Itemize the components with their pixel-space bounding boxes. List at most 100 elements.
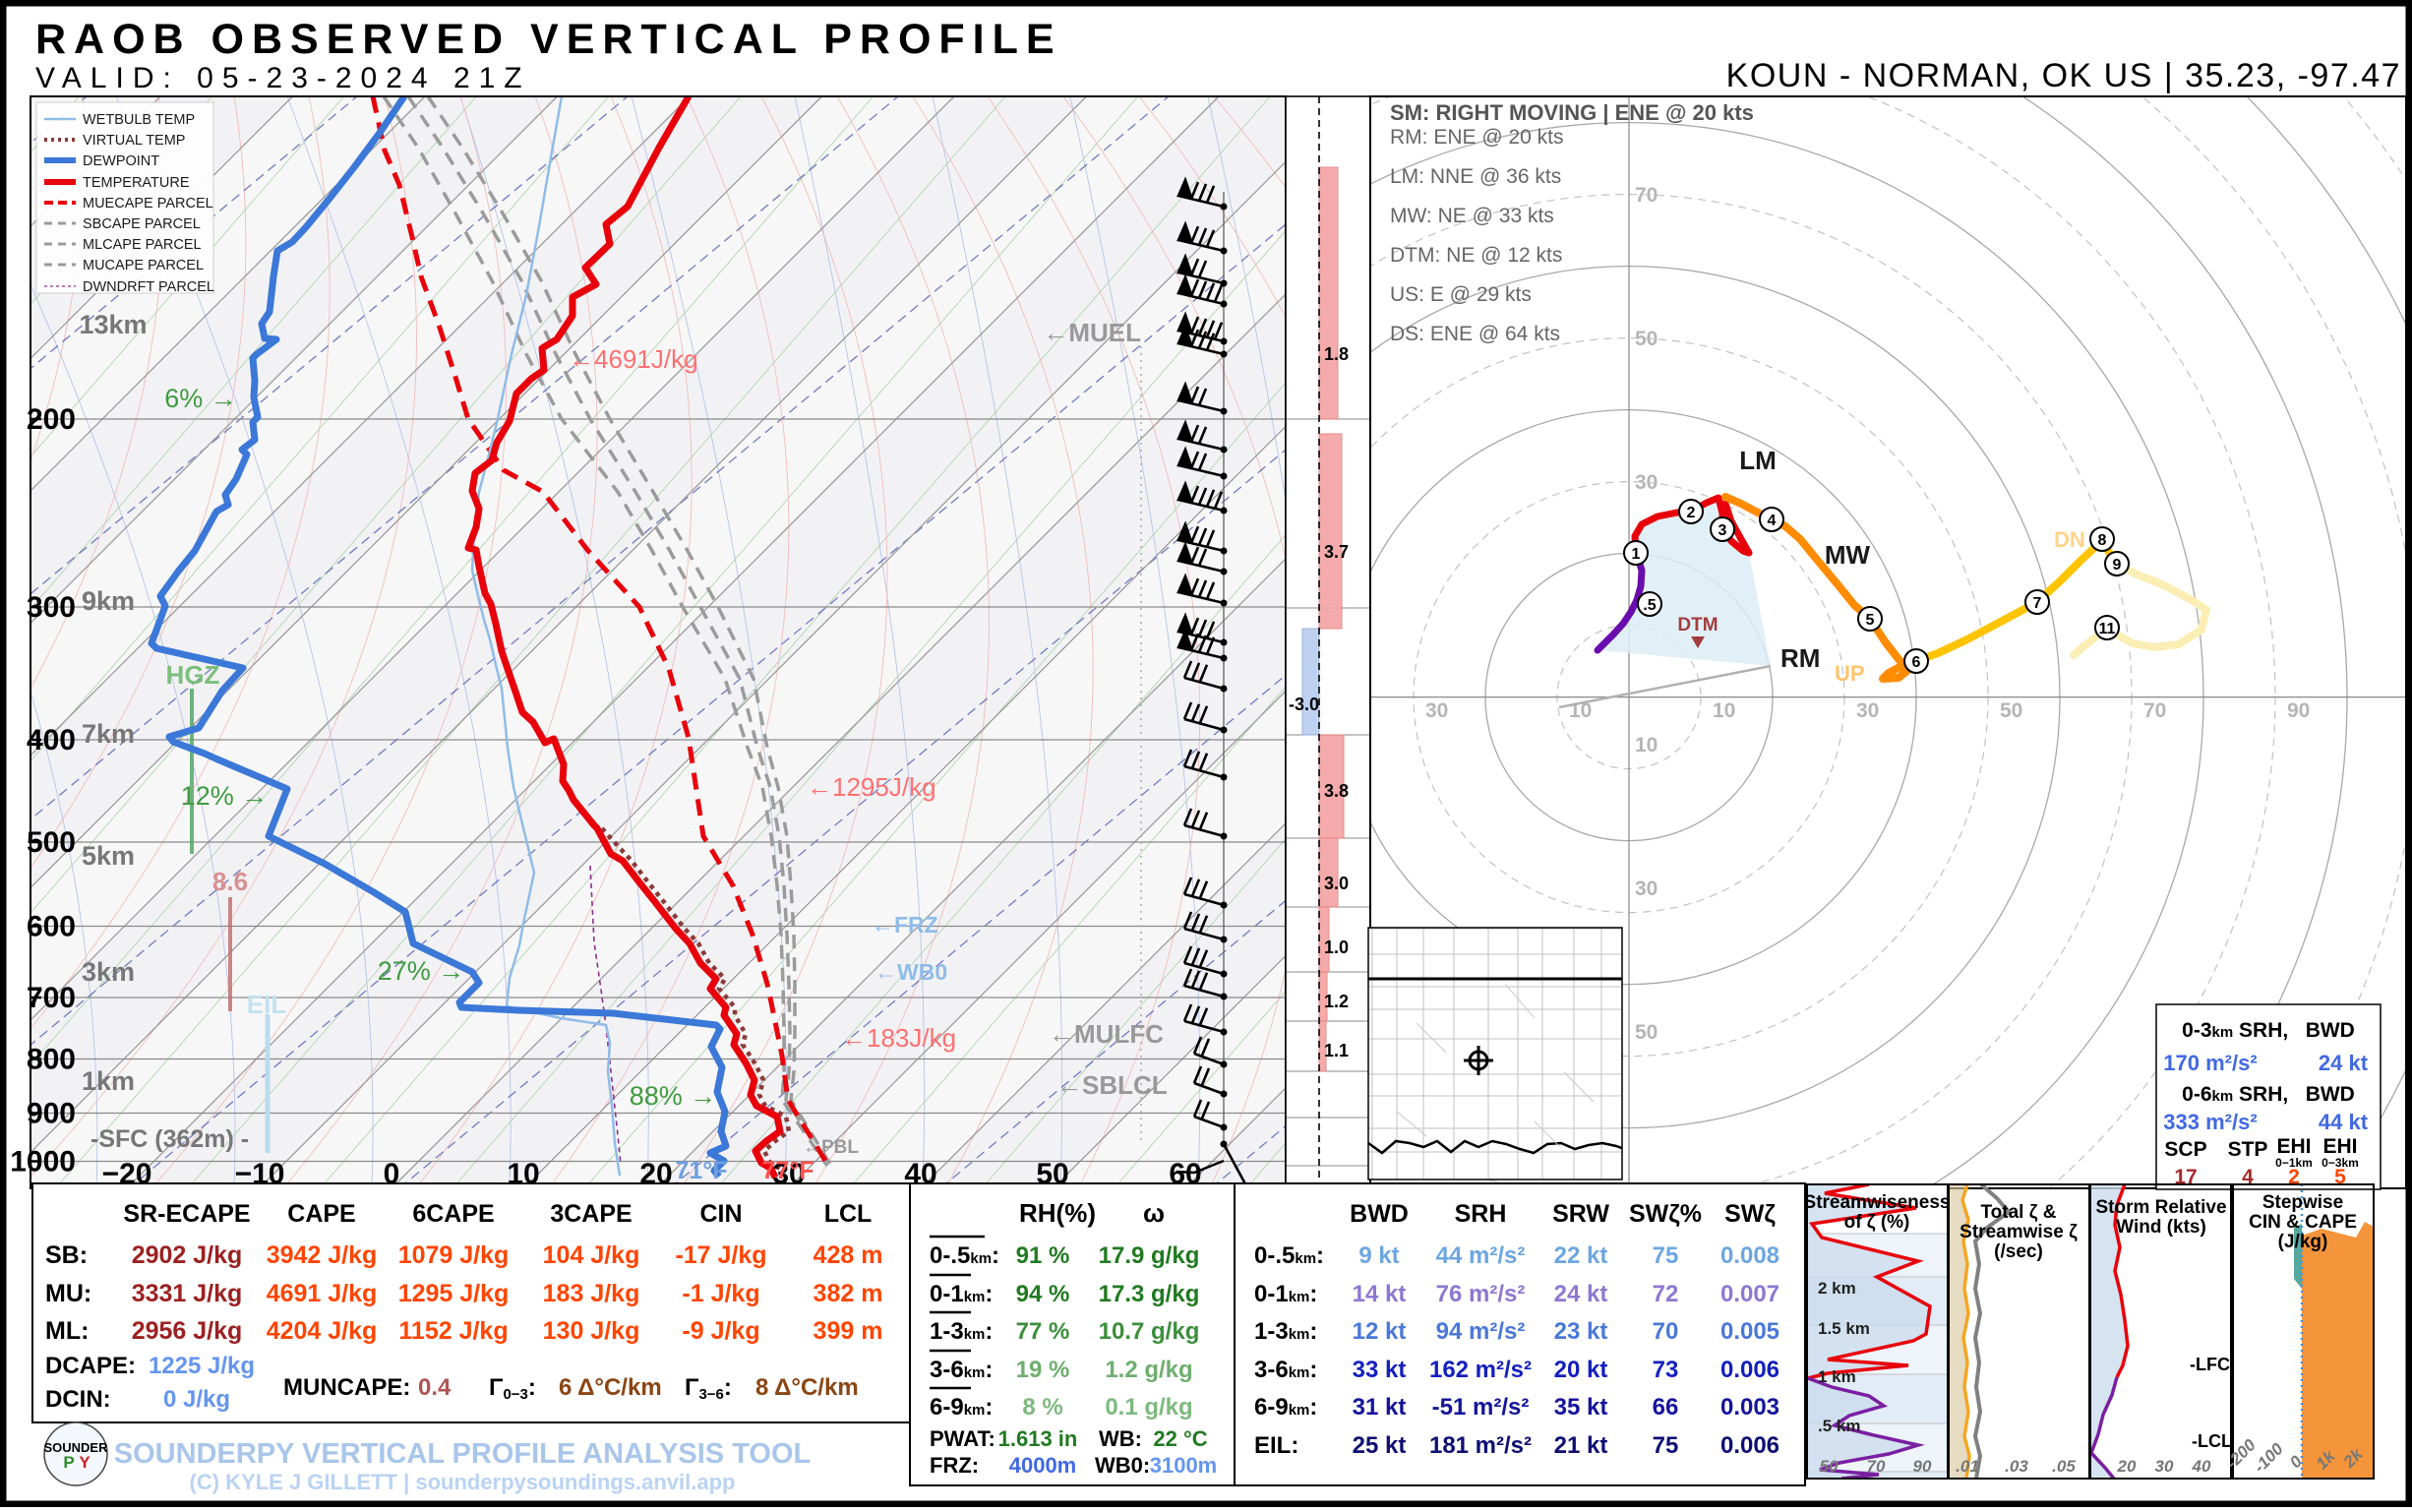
svg-text:MW: MW bbox=[1825, 540, 1871, 570]
svg-text:600: 600 bbox=[27, 911, 76, 943]
svg-text:7: 7 bbox=[2033, 595, 2042, 612]
svg-text:130 J/kg: 130 J/kg bbox=[543, 1317, 640, 1345]
svg-text:Storm Relative: Storm Relative bbox=[2095, 1197, 2226, 1218]
svg-text:4204 J/kg: 4204 J/kg bbox=[267, 1317, 378, 1345]
svg-text:PWAT:: PWAT: bbox=[930, 1426, 995, 1451]
svg-text:1: 1 bbox=[1632, 546, 1641, 563]
svg-text:Stepwise: Stepwise bbox=[2262, 1192, 2343, 1213]
svg-text:20 kt: 20 kt bbox=[1554, 1357, 1608, 1383]
svg-text:22 kt: 22 kt bbox=[1554, 1242, 1608, 1269]
svg-text:1225 J/kg: 1225 J/kg bbox=[149, 1353, 255, 1379]
svg-text:500: 500 bbox=[27, 826, 76, 859]
svg-text:183 J/kg: 183 J/kg bbox=[543, 1280, 640, 1307]
svg-text:←1295J/kg: ←1295J/kg bbox=[807, 772, 936, 802]
svg-text:BWD: BWD bbox=[1350, 1200, 1409, 1228]
svg-text:77 %: 77 % bbox=[1016, 1318, 1070, 1345]
svg-text:←PBL: ←PBL bbox=[803, 1137, 859, 1158]
svg-text:CIN: CIN bbox=[699, 1200, 742, 1228]
svg-text:73: 73 bbox=[1653, 1357, 1679, 1383]
svg-text:-LCL: -LCL bbox=[2192, 1431, 2232, 1451]
svg-text:24 kt: 24 kt bbox=[1554, 1281, 1608, 1307]
svg-text:6: 6 bbox=[1912, 654, 1921, 671]
svg-text:MW: NE @ 33 kts: MW: NE @ 33 kts bbox=[1390, 205, 1554, 227]
svg-text:20: 20 bbox=[2117, 1457, 2137, 1476]
svg-text:8 Δ°C/km: 8 Δ°C/km bbox=[755, 1374, 859, 1401]
svg-text:Streamwiseness: Streamwiseness bbox=[1804, 1192, 1951, 1213]
svg-text:44 kt: 44 kt bbox=[2319, 1110, 2369, 1134]
svg-text:382 m: 382 m bbox=[814, 1280, 883, 1307]
svg-text:Wind (kts): Wind (kts) bbox=[2116, 1217, 2206, 1238]
svg-text:0.006: 0.006 bbox=[1720, 1357, 1779, 1383]
svg-text:←183J/kg: ←183J/kg bbox=[841, 1023, 956, 1053]
svg-text:75: 75 bbox=[1653, 1432, 1679, 1459]
svg-text:HGZ: HGZ bbox=[166, 660, 220, 690]
svg-text:72: 72 bbox=[1653, 1281, 1679, 1307]
svg-text:0.006: 0.006 bbox=[1720, 1432, 1779, 1459]
svg-text:76 m²/s²: 76 m²/s² bbox=[1436, 1281, 1526, 1307]
svg-text:EHI: EHI bbox=[2276, 1135, 2311, 1158]
svg-text:P: P bbox=[63, 1453, 74, 1472]
svg-text:-9 J/kg: -9 J/kg bbox=[682, 1317, 759, 1345]
svg-text:11: 11 bbox=[2099, 621, 2116, 637]
svg-text:ML:: ML: bbox=[45, 1317, 89, 1345]
svg-text:2 km: 2 km bbox=[1818, 1279, 1856, 1298]
svg-text:LCL: LCL bbox=[824, 1200, 873, 1228]
svg-text:5km: 5km bbox=[82, 841, 135, 871]
svg-text:3331 J/kg: 3331 J/kg bbox=[132, 1280, 243, 1307]
svg-text:LM: LM bbox=[1739, 446, 1777, 475]
svg-text:88% →: 88% → bbox=[630, 1081, 717, 1111]
svg-text:VIRTUAL TEMP: VIRTUAL TEMP bbox=[83, 133, 185, 149]
svg-text:50: 50 bbox=[1635, 1021, 1658, 1044]
svg-text:4: 4 bbox=[1768, 513, 1777, 529]
svg-text:EIL:: EIL: bbox=[1254, 1432, 1298, 1459]
svg-text:SCP: SCP bbox=[2164, 1138, 2206, 1161]
svg-text:SBCAPE PARCEL: SBCAPE PARCEL bbox=[83, 216, 201, 232]
svg-text:RM: RM bbox=[1780, 643, 1820, 673]
svg-text:200: 200 bbox=[27, 403, 76, 436]
svg-text:Total ζ &: Total ζ & bbox=[1980, 1202, 2056, 1223]
svg-text:1km: 1km bbox=[82, 1066, 135, 1096]
svg-text:13km: 13km bbox=[79, 310, 147, 339]
svg-text:MU:: MU: bbox=[45, 1280, 91, 1307]
svg-text:10: 10 bbox=[1713, 699, 1735, 722]
svg-text:SR-ECAPE: SR-ECAPE bbox=[123, 1200, 250, 1228]
svg-text:400: 400 bbox=[27, 724, 76, 756]
svg-text:SOUNDER: SOUNDER bbox=[43, 1440, 108, 1455]
svg-text:91 %: 91 % bbox=[1016, 1242, 1070, 1269]
svg-text:WB:: WB: bbox=[1099, 1426, 1142, 1451]
svg-text:50: 50 bbox=[2000, 699, 2022, 722]
svg-text:SWζ%: SWζ% bbox=[1629, 1200, 1702, 1228]
svg-text:30: 30 bbox=[1425, 699, 1448, 722]
svg-text:399 m: 399 m bbox=[814, 1317, 883, 1345]
svg-text:0.008: 0.008 bbox=[1720, 1242, 1779, 1269]
svg-text:1.2 g/kg: 1.2 g/kg bbox=[1105, 1357, 1192, 1383]
svg-text:10.7 g/kg: 10.7 g/kg bbox=[1099, 1318, 1200, 1345]
svg-text:←WB0: ←WB0 bbox=[874, 959, 947, 985]
svg-text:3.0: 3.0 bbox=[1324, 874, 1349, 893]
svg-text:70: 70 bbox=[2143, 699, 2166, 722]
svg-text:.03: .03 bbox=[2005, 1457, 2028, 1476]
svg-text:SM: RIGHT MOVING | ENE @ 20 kt: SM: RIGHT MOVING | ENE @ 20 kts bbox=[1390, 100, 1754, 125]
svg-text:SRH: SRH bbox=[1455, 1200, 1507, 1228]
svg-text:75: 75 bbox=[1653, 1242, 1679, 1269]
svg-text:9 kt: 9 kt bbox=[1358, 1242, 1399, 1269]
svg-text:.05: .05 bbox=[2052, 1457, 2076, 1476]
svg-text:DN: DN bbox=[2054, 527, 2085, 552]
svg-text:7km: 7km bbox=[82, 719, 135, 749]
svg-text:170 m²/s²: 170 m²/s² bbox=[2163, 1051, 2257, 1075]
svg-text:17.9 g/kg: 17.9 g/kg bbox=[1099, 1242, 1200, 1269]
svg-text:23 kt: 23 kt bbox=[1554, 1318, 1608, 1345]
svg-text:.01: .01 bbox=[1956, 1457, 1979, 1476]
svg-text:VALID: 05-23-2024 21Z: VALID: 05-23-2024 21Z bbox=[35, 62, 531, 94]
svg-text:21 kt: 21 kt bbox=[1554, 1432, 1608, 1459]
svg-text:KOUN - NORMAN, OK US | 35.23,: KOUN - NORMAN, OK US | 35.23, -97.47 bbox=[1726, 57, 2401, 94]
svg-text:94 m²/s²: 94 m²/s² bbox=[1436, 1318, 1526, 1345]
svg-text:US: E @ 29 kts: US: E @ 29 kts bbox=[1390, 283, 1532, 306]
svg-text:6CAPE: 6CAPE bbox=[412, 1200, 494, 1228]
svg-text:1.2: 1.2 bbox=[1324, 992, 1349, 1011]
svg-text:.5: .5 bbox=[1643, 597, 1656, 614]
svg-text:94 %: 94 % bbox=[1016, 1281, 1070, 1307]
svg-text:DTM: NE @ 12 kts: DTM: NE @ 12 kts bbox=[1390, 244, 1562, 267]
svg-text:12 kt: 12 kt bbox=[1353, 1318, 1407, 1345]
svg-text:RAOB OBSERVED VERTICAL PROFILE: RAOB OBSERVED VERTICAL PROFILE bbox=[35, 16, 1062, 63]
